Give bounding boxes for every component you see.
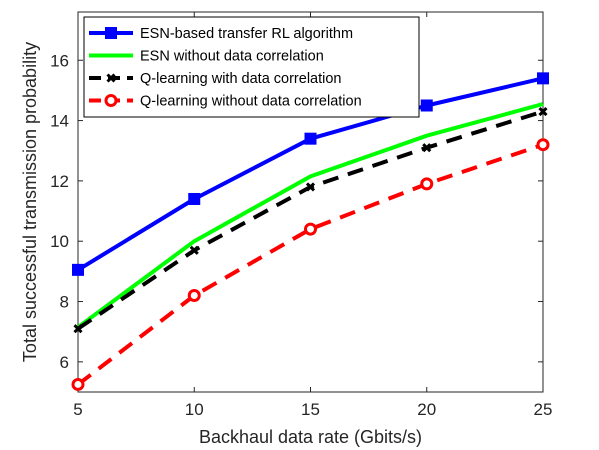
data-point (537, 72, 549, 85)
y-axis: 6 8 10 12 14 16 (50, 51, 543, 372)
data-point (73, 324, 83, 334)
legend-marker (106, 73, 116, 83)
legend-label: Q-learning with data correlation (140, 71, 342, 87)
data-point (71, 377, 85, 391)
legend-marker (105, 27, 117, 39)
x-axis: 5 10 15 20 25 (73, 12, 552, 419)
series-2 (76, 102, 544, 329)
legend-item: ESN without data correlation (89, 49, 324, 65)
series-3 (73, 106, 548, 334)
x-tick-label: 10 (185, 400, 204, 419)
legend-items: ESN-based transfer RL algorithm ESN witho… (89, 26, 362, 110)
data-point (72, 263, 84, 276)
data-point (420, 99, 433, 112)
legend-item: Q-learning without data correlation (89, 94, 362, 110)
y-tick-label: 16 (50, 51, 69, 70)
data-point (422, 143, 432, 153)
y-tick-label: 10 (50, 232, 69, 251)
legend-item: ESN-based transfer RL algorithm (89, 26, 353, 42)
x-tick-label: 15 (301, 400, 320, 419)
data-point (305, 182, 316, 192)
data-point (188, 192, 201, 205)
legend-marker (104, 94, 118, 107)
series-line (76, 142, 544, 387)
y-tick-label: 14 (50, 112, 69, 131)
series-layer (71, 72, 550, 391)
data-point (538, 106, 548, 117)
legend: ESN-based transfer RL algorithm ESN witho… (83, 16, 420, 118)
y-axis-label: Total successful transmission probabilit… (20, 42, 40, 362)
legend-box (83, 16, 420, 118)
legend-item: Q-learning with data correlation (89, 71, 342, 87)
data-point (304, 222, 317, 236)
x-axis-label: Backhaul data rate (Gbits/s) (199, 427, 422, 447)
data-point (189, 245, 199, 255)
legend-label: ESN-based transfer RL algorithm (140, 26, 353, 42)
x-tick-label: 5 (73, 400, 82, 419)
y-tick-label: 8 (60, 293, 69, 312)
series-1 (72, 72, 549, 276)
series-4 (71, 138, 550, 391)
data-point (536, 138, 550, 152)
data-point (187, 288, 201, 302)
legend-label: ESN without data correlation (140, 49, 324, 65)
y-tick-label: 12 (50, 172, 69, 191)
legend-label: Q-learning without data correlation (140, 94, 362, 110)
data-point (420, 177, 434, 191)
data-point (304, 132, 317, 145)
y-tick-label: 6 (60, 353, 69, 372)
series-line (76, 102, 544, 329)
x-tick-label: 20 (417, 400, 436, 419)
x-tick-label: 25 (534, 400, 553, 419)
